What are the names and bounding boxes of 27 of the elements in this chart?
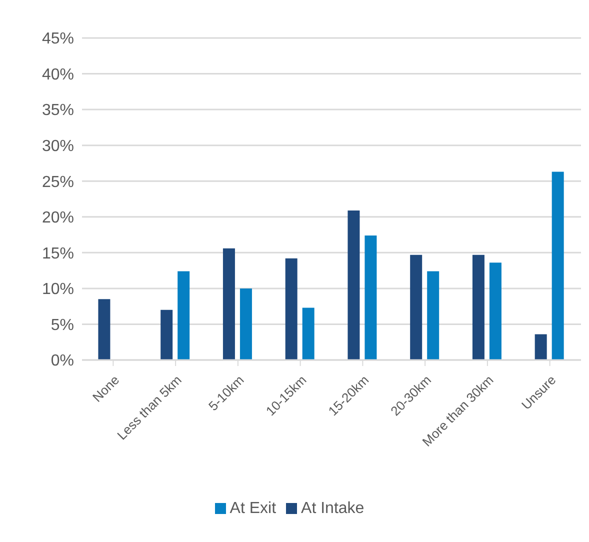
legend-label: At Intake <box>301 500 364 517</box>
y-tick-label: 5% <box>50 316 74 334</box>
y-tick-label: 20% <box>42 210 74 227</box>
bar <box>222 248 235 360</box>
bar <box>285 258 298 360</box>
bar <box>302 308 314 360</box>
y-tick-label: 10% <box>42 281 74 298</box>
bar <box>410 254 422 360</box>
bar <box>364 235 377 360</box>
y-tick-label: 15% <box>42 245 74 262</box>
bar <box>348 210 360 360</box>
bar <box>160 310 173 360</box>
y-tick-label: 35% <box>42 102 74 120</box>
bar <box>534 334 547 360</box>
y-tick-label: 40% <box>42 66 74 84</box>
bar <box>489 262 502 360</box>
bar <box>552 172 564 360</box>
legend-label: At Exit <box>230 500 276 517</box>
y-tick-label: 45% <box>42 30 74 48</box>
y-tick-label: 0% <box>50 352 74 370</box>
y-tick-label: 25% <box>42 174 74 191</box>
bar <box>240 288 252 360</box>
bar <box>178 271 190 360</box>
bar <box>472 254 484 360</box>
bar <box>427 271 440 360</box>
y-tick-label: 30% <box>42 138 74 156</box>
bar <box>98 299 110 360</box>
